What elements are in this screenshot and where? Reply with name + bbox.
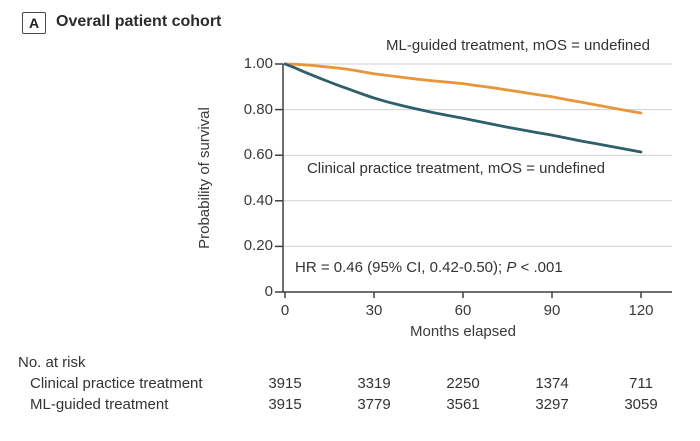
x-axis-label: Months elapsed [410, 323, 516, 340]
panel-label-box: A [22, 12, 46, 34]
y-tick-label: 0.60 [243, 146, 273, 164]
risk-value: 3059 [624, 396, 658, 413]
panel-label: A [28, 15, 40, 31]
risk-value: 3779 [357, 396, 391, 413]
x-tick-label: 30 [365, 302, 383, 319]
risk-value: 3915 [268, 375, 302, 392]
clinical-curve-label: Clinical practice treatment, mOS = undef… [306, 160, 606, 177]
y-axis-label: Probability of survival [196, 107, 213, 249]
curve-ml-guided-treatment [283, 62, 643, 115]
risk-value: 3561 [446, 396, 480, 413]
risk-row-label-clinical: Clinical practice treatment [30, 375, 203, 392]
hr-annotation: HR = 0.46 (95% CI, 0.42-0.50); P < .001 [295, 259, 563, 276]
x-tick-label: 90 [543, 302, 561, 319]
y-tick-label: 0.40 [243, 191, 273, 209]
risk-value: 711 [629, 375, 653, 392]
y-tick-label: 0.80 [243, 100, 273, 118]
x-tick-label: 0 [280, 302, 290, 319]
risk-value: 3297 [535, 396, 569, 413]
p-symbol: P [506, 259, 517, 276]
risk-value: 3915 [268, 396, 302, 413]
hr-text: HR = 0.46 (95% CI, 0.42-0.50); [295, 259, 507, 276]
curve-clinical-practice-treatment [283, 62, 643, 154]
risk-value: 3319 [357, 375, 391, 392]
x-tick-label: 120 [628, 302, 654, 319]
risk-table-title: No. at risk [18, 354, 86, 371]
x-tick-label: 60 [454, 302, 472, 319]
y-tick-label: 0 [264, 283, 273, 300]
p-value: < .001 [516, 259, 563, 276]
risk-row-label-ml: ML-guided treatment [30, 396, 169, 413]
y-tick-label: 0.20 [243, 237, 273, 255]
risk-value: 2250 [446, 375, 480, 392]
y-tick-label: 1.00 [243, 55, 273, 72]
risk-value: 1374 [535, 375, 569, 392]
panel-title: Overall patient cohort [56, 13, 222, 30]
ml-curve-label: ML-guided treatment, mOS = undefined [386, 37, 650, 54]
